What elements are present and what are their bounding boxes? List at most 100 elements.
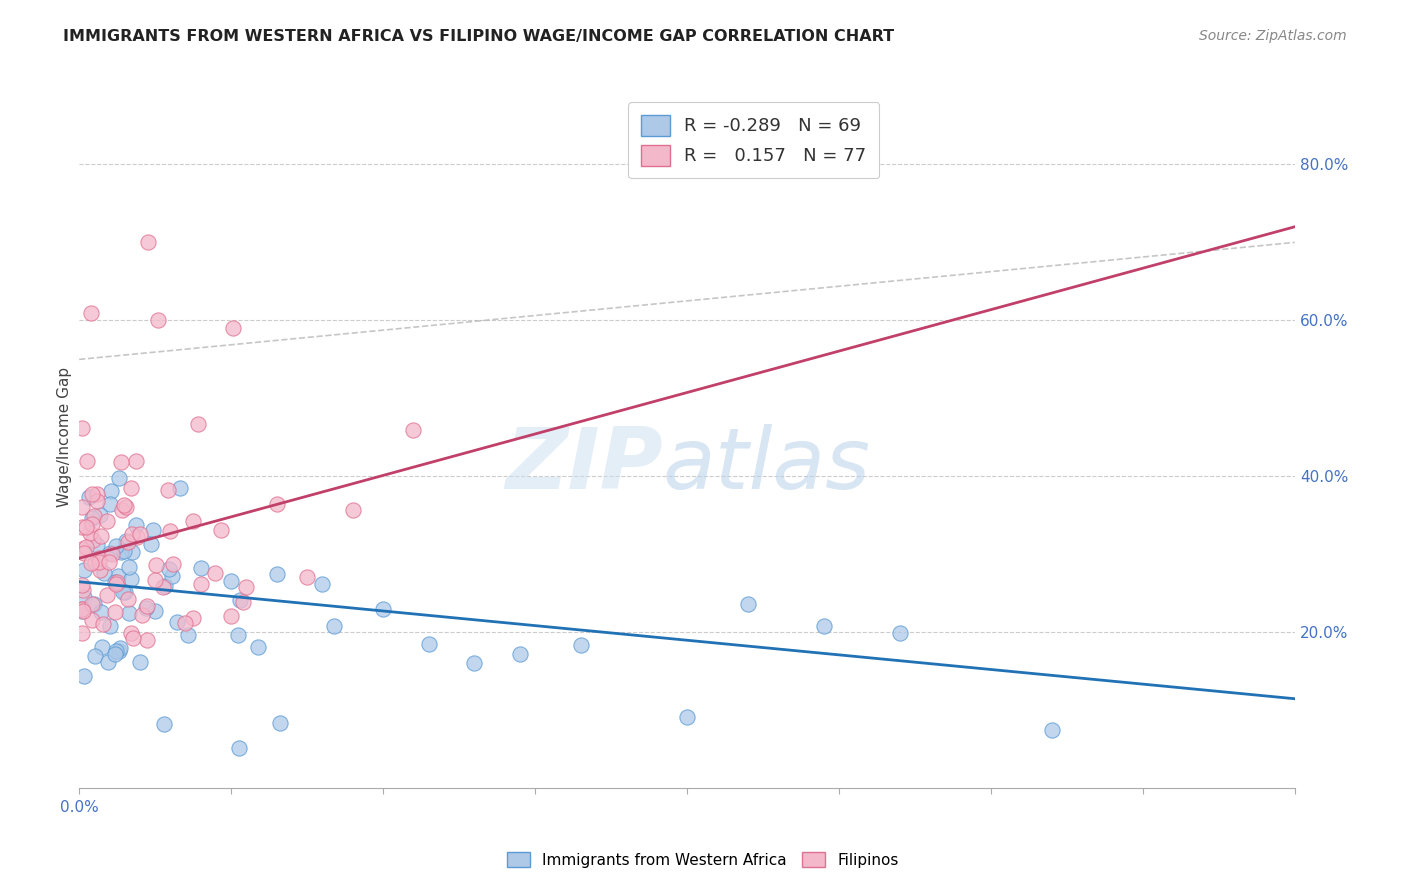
Point [204, 566, 226, 580]
Point [187, 417, 209, 432]
Point [86, 493, 108, 508]
Point [226, 627, 249, 641]
Point [72, 604, 94, 618]
Point [70, 500, 93, 515]
Point [737, 597, 759, 611]
Point [120, 626, 142, 640]
Point [108, 643, 131, 657]
Point [77, 490, 100, 504]
Point [121, 527, 143, 541]
Point [104, 605, 127, 619]
Point [82, 517, 104, 532]
Point [100, 547, 122, 561]
Point [120, 481, 142, 495]
Point [153, 717, 176, 731]
Point [139, 537, 162, 551]
Point [104, 574, 127, 589]
Point [209, 523, 232, 537]
Point [98, 546, 121, 560]
Point [177, 628, 200, 642]
Point [418, 637, 440, 651]
Point [190, 561, 212, 575]
Point [73, 563, 96, 577]
Point [295, 569, 318, 583]
Point [104, 647, 127, 661]
Point [131, 607, 153, 622]
Point [153, 579, 176, 593]
Point [86, 487, 108, 501]
Point [174, 615, 197, 630]
Point [1040, 723, 1063, 738]
Point [342, 503, 364, 517]
Point [232, 595, 254, 609]
Point [117, 592, 139, 607]
Point [235, 580, 257, 594]
Point [110, 545, 132, 559]
Point [76, 454, 98, 468]
Point [112, 498, 135, 512]
Point [152, 580, 174, 594]
Point [97, 556, 120, 570]
Point [80, 487, 103, 501]
Point [402, 423, 425, 437]
Point [142, 524, 165, 538]
Point [80, 613, 103, 627]
Point [111, 585, 134, 599]
Point [159, 562, 181, 576]
Point [100, 483, 122, 498]
Point [96, 588, 118, 602]
Point [125, 517, 148, 532]
Point [323, 618, 346, 632]
Point [83, 597, 105, 611]
Point [569, 638, 592, 652]
Point [90, 605, 112, 619]
Point [143, 604, 166, 618]
Point [105, 576, 128, 591]
Point [115, 500, 138, 515]
Point [107, 574, 129, 589]
Point [84, 557, 107, 571]
Legend: Immigrants from Western Africa, Filipinos: Immigrants from Western Africa, Filipino… [501, 846, 905, 873]
Point [104, 539, 127, 553]
Point [813, 619, 835, 633]
Point [117, 535, 139, 549]
Point [371, 602, 394, 616]
Point [181, 611, 204, 625]
Point [127, 530, 149, 544]
Point [105, 644, 128, 658]
Point [70, 604, 93, 618]
Point [143, 574, 166, 588]
Point [80, 305, 103, 319]
Y-axis label: Wage/Income Gap: Wage/Income Gap [58, 368, 72, 508]
Point [269, 715, 291, 730]
Text: atlas: atlas [662, 424, 870, 507]
Point [136, 235, 159, 250]
Point [91, 616, 114, 631]
Point [90, 529, 112, 543]
Point [73, 590, 96, 604]
Point [89, 555, 111, 569]
Point [145, 558, 167, 573]
Point [159, 524, 181, 539]
Point [311, 576, 333, 591]
Point [72, 582, 94, 597]
Point [70, 601, 93, 615]
Point [219, 574, 242, 588]
Point [79, 525, 101, 540]
Point [97, 656, 120, 670]
Point [889, 626, 911, 640]
Point [110, 455, 132, 469]
Point [90, 640, 112, 655]
Text: Source: ZipAtlas.com: Source: ZipAtlas.com [1199, 29, 1347, 43]
Point [266, 566, 288, 581]
Point [86, 538, 108, 552]
Point [266, 497, 288, 511]
Point [121, 544, 143, 558]
Point [183, 514, 205, 528]
Point [93, 566, 115, 580]
Point [166, 615, 188, 629]
Point [169, 481, 191, 495]
Point [73, 546, 96, 560]
Point [122, 631, 145, 645]
Point [114, 533, 136, 548]
